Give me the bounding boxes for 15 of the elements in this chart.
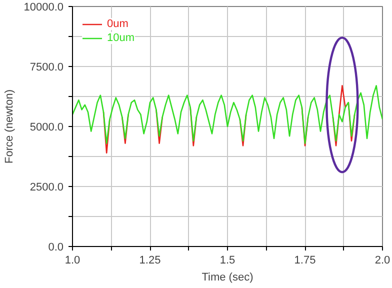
x-tick-label: 1.25 <box>139 254 161 266</box>
x-axis-title: Time (sec) <box>202 272 254 284</box>
legend-label: 10um <box>107 32 135 44</box>
line-series <box>72 85 382 144</box>
x-tick-label: 2.0 <box>374 254 390 266</box>
x-tick-label: 1.0 <box>64 254 80 266</box>
x-tick-label: 1.5 <box>220 254 236 266</box>
y-tick-label: 0.0 <box>48 242 64 254</box>
y-tick-label: 2500.0 <box>30 182 64 194</box>
legend-label: 0um <box>107 18 128 30</box>
y-tick-label: 5000.0 <box>30 122 64 134</box>
y-axis-title: Force (newton) <box>4 90 16 164</box>
x-tick-label: 1.75 <box>294 254 316 266</box>
y-tick-label: 10000.0 <box>24 2 64 14</box>
y-tick-label: 7500.0 <box>30 62 64 74</box>
